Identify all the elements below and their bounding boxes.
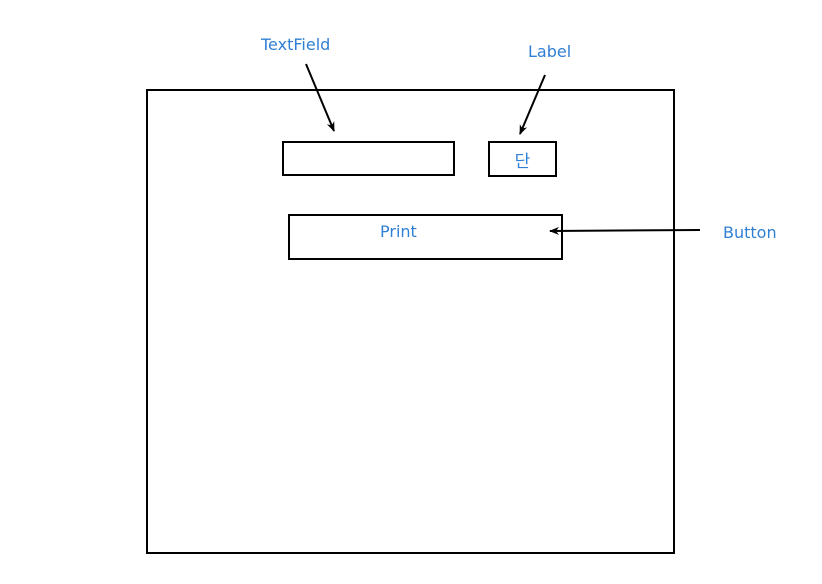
label-text: 단: [514, 151, 531, 172]
callout-textfield: TextField: [261, 35, 331, 54]
print-button-label: Print: [380, 222, 417, 241]
label-box: 단: [488, 141, 557, 177]
arrow-button: [549, 226, 701, 235]
arrow-label: [519, 74, 546, 135]
text-field[interactable]: [282, 141, 455, 176]
print-button[interactable]: Print: [288, 214, 563, 260]
callout-label: Label: [528, 42, 572, 61]
callout-button: Button: [723, 223, 777, 242]
arrow-textfield: [305, 63, 335, 132]
